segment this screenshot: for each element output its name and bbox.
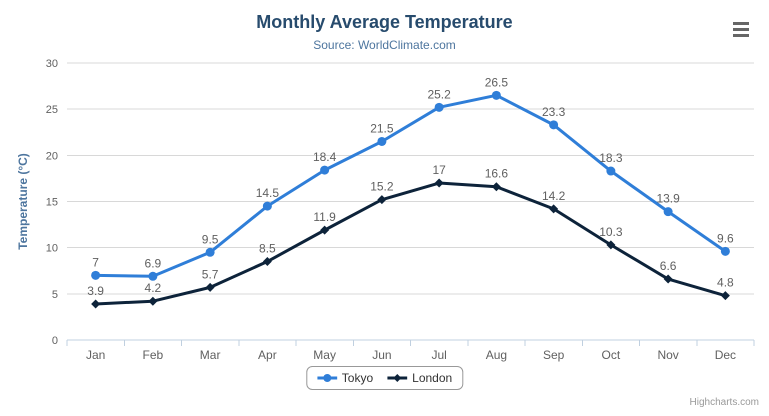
x-axis-tick-label: Jun [372, 348, 391, 362]
x-axis-tick-label: Dec [715, 348, 736, 362]
data-label-tokyo: 23.3 [542, 105, 566, 119]
data-point-tokyo[interactable] [434, 102, 444, 112]
data-point-tokyo[interactable] [491, 90, 501, 100]
data-point-london[interactable] [720, 291, 730, 301]
data-label-tokyo: 21.5 [370, 121, 394, 135]
data-point-tokyo[interactable] [720, 246, 730, 256]
data-label-tokyo: 13.9 [656, 192, 680, 206]
x-axis-tick-label: Aug [486, 348, 507, 362]
data-label-london: 10.3 [599, 225, 623, 239]
data-point-london[interactable] [205, 282, 215, 292]
hamburger-icon [733, 34, 749, 37]
data-label-london: 15.2 [370, 180, 394, 194]
data-label-london: 14.2 [542, 189, 566, 203]
data-point-tokyo[interactable] [148, 271, 158, 281]
legend-item-tokyo[interactable]: Tokyo [316, 371, 374, 385]
data-label-london: 17 [432, 163, 446, 177]
y-axis-tick-label: 25 [46, 104, 58, 116]
x-axis-tick-label: Oct [602, 348, 621, 362]
y-axis-tick-label: 0 [52, 335, 58, 347]
x-axis-tick-label: Mar [200, 348, 221, 362]
data-label-london: 4.2 [145, 281, 162, 295]
data-point-london[interactable] [606, 240, 616, 250]
x-axis-tick-label: Jul [431, 348, 446, 362]
data-point-london[interactable] [377, 195, 387, 205]
y-axis-tick-label: 20 [46, 150, 58, 162]
data-label-tokyo: 18.4 [313, 150, 337, 164]
data-point-london[interactable] [549, 204, 559, 214]
y-axis-title: Temperature (°C) [16, 153, 30, 250]
chart-subtitle: Source: WorldClimate.com [313, 38, 456, 52]
y-axis-tick-label: 5 [52, 289, 58, 301]
data-label-london: 11.9 [313, 210, 336, 224]
data-point-london[interactable] [663, 274, 673, 284]
legend: Tokyo London [305, 366, 464, 390]
data-label-london: 4.8 [717, 276, 734, 290]
data-point-london[interactable] [491, 182, 501, 192]
y-axis-tick-label: 30 [46, 58, 58, 70]
data-point-tokyo[interactable] [606, 166, 616, 176]
data-point-london[interactable] [262, 257, 272, 267]
legend-label-tokyo: Tokyo [341, 371, 374, 385]
hamburger-icon [733, 22, 749, 25]
chart-title: Monthly Average Temperature [256, 12, 513, 32]
data-point-tokyo[interactable] [91, 270, 101, 280]
data-label-tokyo: 26.5 [485, 75, 509, 89]
data-point-tokyo[interactable] [262, 201, 272, 211]
data-label-tokyo: 14.5 [256, 186, 280, 200]
data-point-tokyo[interactable] [549, 120, 559, 130]
hamburger-icon [733, 28, 749, 31]
x-axis-tick-label: Nov [657, 348, 678, 362]
data-label-london: 16.6 [485, 167, 509, 181]
data-label-london: 5.7 [202, 267, 219, 281]
legend-item-london[interactable]: London [387, 371, 452, 385]
y-axis-tick-label: 10 [46, 243, 58, 255]
series-line-tokyo [94, 93, 727, 278]
legend-diamond-marker-icon [387, 374, 408, 382]
data-point-tokyo[interactable] [663, 207, 673, 217]
data-point-tokyo[interactable] [320, 165, 330, 175]
x-axis-tick-label: Feb [143, 348, 164, 362]
data-label-tokyo: 9.6 [717, 231, 734, 245]
data-label-tokyo: 7 [92, 255, 99, 269]
data-label-tokyo: 25.2 [427, 87, 451, 101]
x-axis-tick-label: Jan [86, 348, 105, 362]
legend-circle-marker-icon [316, 374, 337, 382]
data-point-tokyo[interactable] [205, 247, 215, 257]
x-axis-tick-label: Sep [543, 348, 565, 362]
data-label-tokyo: 9.5 [202, 232, 219, 246]
data-label-london: 8.5 [259, 242, 276, 256]
data-point-tokyo[interactable] [377, 136, 387, 146]
x-axis-tick-label: Apr [258, 348, 277, 362]
data-point-london[interactable] [320, 225, 330, 235]
data-point-london[interactable] [148, 296, 158, 306]
y-axis-tick-label: 15 [46, 197, 58, 209]
data-label-tokyo: 6.9 [145, 256, 162, 270]
highcharts-credit[interactable]: Highcharts.com [689, 397, 759, 408]
x-axis-tick-label: May [313, 348, 336, 362]
data-label-tokyo: 18.3 [599, 151, 623, 165]
data-label-london: 3.9 [87, 284, 104, 298]
series-line-london [94, 181, 727, 306]
context-menu-button[interactable] [733, 22, 749, 37]
data-point-london[interactable] [91, 299, 101, 309]
legend-label-london: London [412, 371, 453, 385]
data-label-london: 6.6 [660, 259, 677, 273]
data-point-london[interactable] [434, 178, 444, 188]
